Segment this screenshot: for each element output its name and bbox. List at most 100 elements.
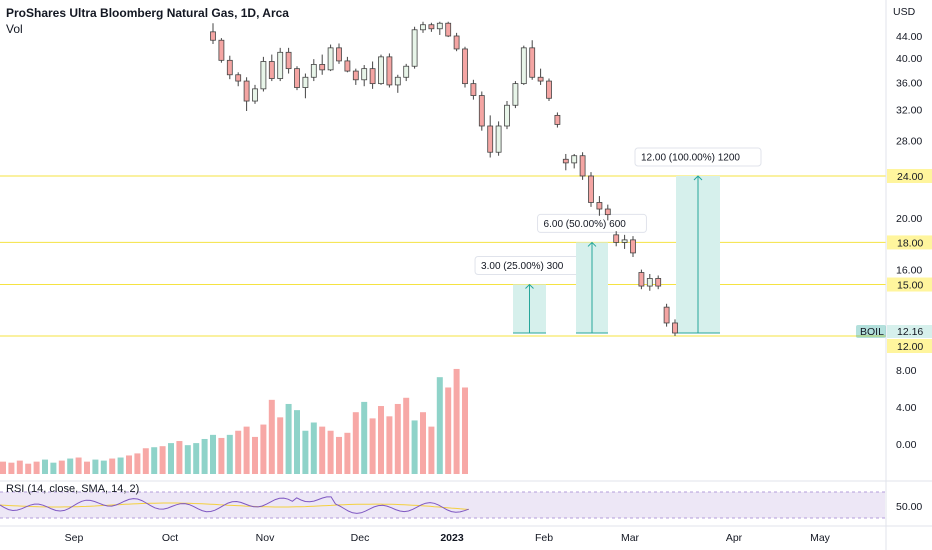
candle bbox=[562, 153, 569, 171]
candle bbox=[260, 56, 267, 92]
time-label: May bbox=[810, 532, 831, 544]
volume-tick: 4.00 bbox=[896, 402, 917, 414]
volume-bar bbox=[109, 458, 116, 474]
volume-bar bbox=[344, 432, 351, 474]
candle bbox=[268, 54, 275, 82]
candle bbox=[210, 23, 216, 45]
candle bbox=[394, 74, 401, 93]
price-tick: 44.00 bbox=[896, 31, 922, 43]
level-tag-label: 12.00 bbox=[897, 341, 923, 353]
candle bbox=[403, 63, 410, 82]
candle bbox=[310, 59, 317, 82]
volume-bar bbox=[142, 448, 149, 474]
candle bbox=[470, 79, 477, 100]
volume-bar bbox=[16, 460, 23, 474]
volume-bar bbox=[201, 438, 208, 474]
measure-label: 6.00 (50.00%) 600 bbox=[544, 219, 627, 230]
time-label: Dec bbox=[351, 532, 370, 544]
rsi-band bbox=[0, 492, 885, 518]
candle bbox=[352, 68, 359, 85]
level-tag: 24.00 bbox=[887, 168, 932, 183]
volume-tick: 8.00 bbox=[896, 365, 917, 377]
candle bbox=[319, 54, 326, 75]
candle bbox=[571, 153, 578, 169]
candle bbox=[285, 47, 292, 74]
measure-label: 12.00 (100.00%) 1200 bbox=[641, 152, 740, 163]
volume-bar bbox=[378, 406, 384, 474]
volume-bar bbox=[302, 430, 309, 474]
rsi-line bbox=[0, 496, 469, 514]
volume-bar bbox=[428, 426, 435, 474]
time-axis[interactable]: Sep Oct Nov Dec 2023 Feb Mar Apr May bbox=[65, 532, 831, 544]
candle bbox=[226, 55, 233, 80]
volume-bar bbox=[260, 424, 267, 474]
candle bbox=[218, 38, 225, 63]
volume-bar bbox=[369, 418, 376, 474]
candle bbox=[235, 72, 242, 87]
candle bbox=[655, 275, 662, 290]
volume-bar bbox=[394, 403, 401, 474]
volume-bar bbox=[100, 460, 107, 474]
volume-bar bbox=[436, 377, 443, 474]
volume-bar bbox=[445, 387, 452, 474]
volume-bar bbox=[126, 455, 132, 474]
volume-bar bbox=[462, 387, 468, 474]
volume-bar bbox=[134, 453, 141, 474]
price-axis[interactable]: 44.00 40.00 36.00 32.00 28.00 20.00 16.00 bbox=[896, 31, 922, 277]
candle bbox=[613, 231, 620, 247]
candle bbox=[344, 56, 351, 73]
candle bbox=[529, 40, 536, 80]
candle bbox=[420, 21, 426, 33]
measure-box[interactable]: 6.00 (50.00%) 600 bbox=[537, 213, 647, 334]
symbol-tag: BOIL bbox=[860, 326, 884, 338]
volume-bar bbox=[285, 403, 292, 474]
candle bbox=[588, 172, 594, 207]
volume-bar bbox=[411, 420, 418, 474]
candle bbox=[504, 101, 510, 130]
rsi-tick: 50.00 bbox=[896, 501, 922, 513]
volume-bar bbox=[176, 441, 183, 474]
level-tag-label: 15.00 bbox=[897, 280, 923, 292]
chart-title: ProShares Ultra Bloomberg Natural Gas, 1… bbox=[6, 6, 289, 20]
rsi-legend: RSI (14, close, SMA, 14, 2) bbox=[6, 483, 139, 495]
measure-box[interactable]: 3.00 (25.00%) 300 bbox=[474, 256, 585, 334]
volume-bar bbox=[420, 412, 426, 474]
volume-bar bbox=[58, 460, 65, 474]
volume-bar bbox=[50, 462, 57, 474]
candle bbox=[495, 121, 502, 156]
level-tag-label: 18.00 bbox=[897, 237, 923, 249]
volume-bar bbox=[386, 416, 393, 474]
candle bbox=[302, 73, 309, 99]
price-tick: 32.00 bbox=[896, 105, 922, 117]
measure-box[interactable]: 12.00 (100.00%) 1200 bbox=[634, 147, 762, 334]
price-tick: 28.00 bbox=[896, 135, 922, 147]
candle bbox=[336, 43, 342, 64]
candle bbox=[411, 26, 418, 69]
volume-bar bbox=[67, 458, 74, 474]
volume-bar bbox=[159, 446, 166, 474]
time-label: Nov bbox=[256, 532, 275, 544]
price-tick: 16.00 bbox=[896, 265, 922, 277]
currency-label: USD bbox=[893, 6, 916, 18]
measure-label-box bbox=[537, 213, 647, 233]
candle bbox=[428, 22, 435, 32]
candle bbox=[646, 273, 653, 291]
time-label: Apr bbox=[726, 532, 743, 544]
price-range-measures[interactable]: 3.00 (25.00%) 300 6.00 (50.00%) 600 12.00 … bbox=[474, 147, 762, 334]
volume-bar bbox=[42, 459, 48, 474]
candle bbox=[663, 303, 670, 327]
candle bbox=[537, 68, 544, 85]
candle bbox=[621, 234, 628, 249]
time-label: Mar bbox=[621, 532, 640, 544]
volume-bar bbox=[226, 434, 233, 474]
candle bbox=[512, 81, 519, 109]
volume-bar bbox=[25, 463, 32, 474]
volume-bar bbox=[151, 447, 158, 474]
volume-bars bbox=[0, 368, 468, 474]
candle bbox=[638, 269, 645, 290]
candle bbox=[630, 236, 636, 257]
volume-bar bbox=[252, 436, 258, 474]
volume-bar bbox=[352, 412, 359, 474]
level-lines bbox=[0, 175, 886, 337]
